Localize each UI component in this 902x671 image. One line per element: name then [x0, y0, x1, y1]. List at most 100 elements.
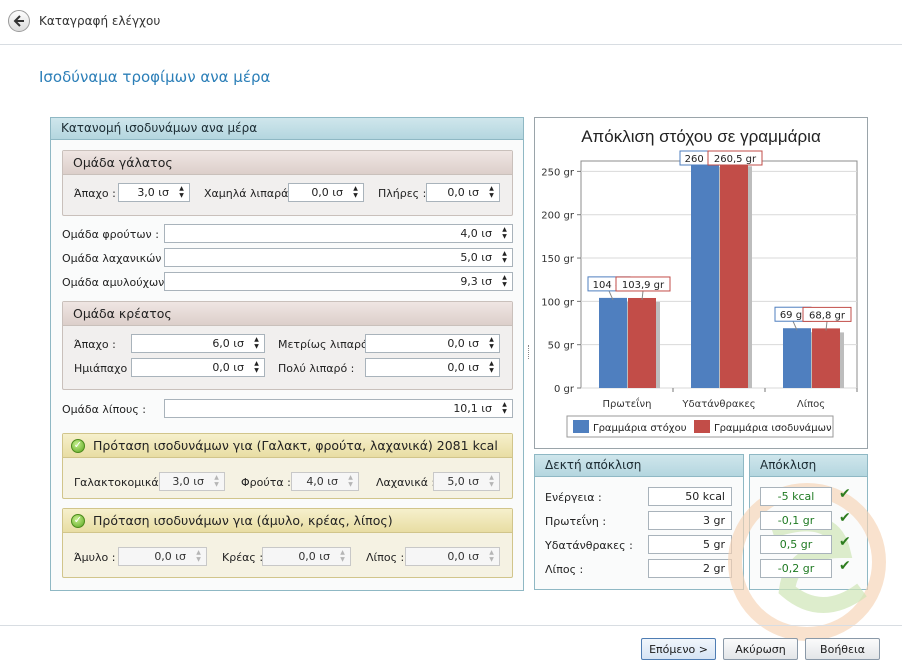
field-value: 10,1 ισ [453, 402, 492, 415]
check-circle-icon: ✓ [71, 514, 85, 528]
spinner-arrows-icon[interactable]: ▲ ▼ [254, 360, 259, 374]
field-label: Λίπος : [366, 551, 405, 564]
spinner-arrows-icon[interactable]: ▲ ▼ [502, 226, 507, 240]
vegetables-spinner[interactable]: 5,0 ισ ▲ ▼ [164, 248, 513, 267]
bar [599, 297, 627, 388]
spinner-arrows-icon[interactable]: ▲ ▼ [254, 336, 259, 350]
window-title: Καταγραφή ελέγχου [39, 14, 161, 28]
spinner-arrows-icon[interactable]: ▲ ▼ [179, 185, 184, 199]
field-label: Άπαχο : [74, 338, 116, 351]
suggestion-group-2: Πρόταση ισοδυνάμων για (άμυλο, κρέας, λί… [62, 508, 513, 578]
field-label: Πλήρες : [378, 187, 427, 200]
splitter-grip[interactable] [528, 345, 531, 359]
spinner-arrows-icon[interactable]: ▲ ▼ [489, 336, 494, 350]
page-title: Ισοδύναμα τροφίμων ανα μέρα [39, 68, 271, 86]
bar [783, 328, 811, 388]
data-label: 260 gr [685, 154, 719, 165]
suggest-meat-spinner: 0,0 ισ ▲ ▼ [262, 547, 351, 566]
fats-spinner[interactable]: 10,1 ισ ▲ ▼ [164, 399, 513, 418]
field-label: Ημιάπαχο : [74, 362, 135, 375]
y-tick-label: 150 gr [541, 254, 575, 265]
data-label: 69 gr [780, 310, 807, 321]
field-value: 4,0 ισ [306, 475, 338, 488]
starches-label: Ομάδα αμυλούχων : [62, 276, 172, 289]
bar [812, 328, 840, 388]
y-tick-label: 250 gr [541, 167, 575, 178]
bar [720, 162, 748, 388]
field-label: Λαχανικά : [376, 476, 436, 489]
x-tick-label: Λίπος [797, 398, 825, 410]
y-tick-label: 50 gr [548, 341, 575, 352]
panel-title: Απόκλιση [750, 455, 867, 477]
data-label: 260,5 gr [714, 154, 757, 165]
vegetables-label: Ομάδα λαχανικών : [62, 252, 169, 265]
spinner-arrows-icon: ▲ ▼ [489, 549, 494, 563]
spinner-arrows-icon: ▲ ▼ [348, 474, 353, 488]
meat-lean-spinner[interactable]: 6,0 ισ ▲ ▼ [131, 334, 265, 353]
label-connector [608, 290, 614, 301]
chart-title: Απόκλιση στόχου σε γραμμάρια [581, 127, 821, 146]
meat-fatty-spinner[interactable]: 0,0 ισ ▲ ▼ [365, 358, 500, 377]
group-title: Πρόταση ισοδυνάμων για (Γαλακτ, φρούτα, … [63, 434, 512, 458]
field-label: Άμυλο : [74, 551, 116, 564]
row-label: Ενέργεια : [545, 491, 602, 504]
field-value: 5,0 ισ [460, 251, 492, 264]
fats-label: Ομάδα λίπους : [62, 403, 146, 416]
data-label-box [615, 276, 671, 292]
field-value: 5,0 ισ [447, 475, 479, 488]
suggest-dairy-spinner: 3,0 ισ ▲ ▼ [159, 472, 225, 491]
spinner-arrows-icon[interactable]: ▲ ▼ [502, 401, 507, 415]
fruits-spinner[interactable]: 4,0 ισ ▲ ▼ [164, 224, 513, 243]
arrow-left-icon [13, 15, 24, 27]
starches-spinner[interactable]: 9,3 ισ ▲ ▼ [164, 272, 513, 291]
y-tick-label: 0 gr [554, 384, 575, 395]
checkmark-icon: ✔ [839, 486, 851, 502]
label-connector [825, 321, 828, 331]
milk-full-spinner[interactable]: 0,0 ισ ▲ ▼ [426, 183, 500, 202]
row-label: Υδατάνθρακες : [545, 539, 633, 552]
checkmark-icon: ✔ [839, 510, 851, 526]
footer-divider [0, 625, 902, 626]
row-label: Πρωτεΐνη : [545, 515, 607, 528]
back-button[interactable] [8, 10, 30, 32]
bar [628, 297, 656, 388]
spinner-arrows-icon[interactable]: ▲ ▼ [489, 360, 494, 374]
checkmark-icon: ✔ [839, 534, 851, 550]
meat-medium-spinner[interactable]: 0,0 ισ ▲ ▼ [365, 334, 500, 353]
field-value: 0,0 ισ [298, 550, 330, 563]
accept-energy: 50 kcal [648, 487, 732, 506]
panel-title: Κατανομή ισοδυνάμων ανα μέρα [51, 118, 523, 140]
data-label: 68,8 gr [809, 310, 846, 321]
field-value: 0,0 ισ [447, 550, 479, 563]
field-value: 9,3 ισ [460, 275, 492, 288]
field-label: Πολύ λιπαρό : [278, 362, 355, 375]
field-label: Χαμηλά λιπαρά : [204, 187, 296, 200]
next-button[interactable]: Επόμενο > [641, 638, 716, 660]
spinner-arrows-icon: ▲ ▼ [489, 474, 494, 488]
milk-lowfat-spinner[interactable]: 0,0 ισ ▲ ▼ [288, 183, 364, 202]
field-label: Γαλακτοκομικά : [74, 476, 166, 489]
meat-semilean-spinner[interactable]: 0,0 ισ ▲ ▼ [131, 358, 265, 377]
spinner-arrows-icon[interactable]: ▲ ▼ [502, 250, 507, 264]
milk-lean-spinner[interactable]: 3,0 ισ ▲ ▼ [118, 183, 190, 202]
checkmark-icon: ✔ [839, 558, 851, 574]
y-tick-label: 100 gr [541, 297, 575, 308]
legend-swatch [573, 420, 589, 433]
legend-label: Γραμμάρια ισοδυνάμων [714, 422, 832, 434]
field-label: Άπαχο : [74, 187, 116, 200]
spinner-arrows-icon[interactable]: ▲ ▼ [489, 185, 494, 199]
cancel-button[interactable]: Ακύρωση [723, 638, 798, 660]
help-button[interactable]: Βοήθεια [805, 638, 880, 660]
spinner-arrows-icon[interactable]: ▲ ▼ [502, 274, 507, 288]
field-value: 0,0 ισ [447, 186, 479, 199]
field-value: 6,0 ισ [212, 337, 244, 350]
group-title: Ομάδα κρέατος [63, 302, 512, 326]
chart-svg: Απόκλιση στόχου σε γραμμάρια 0 gr 50 gr 10… [541, 127, 858, 438]
label-connector [641, 290, 644, 301]
accept-protein: 3 gr [648, 511, 732, 530]
field-value: 0,0 ισ [447, 361, 479, 374]
spinner-arrows-icon[interactable]: ▲ ▼ [353, 185, 358, 199]
check-circle-icon: ✓ [71, 439, 85, 453]
spinner-arrows-icon: ▲ ▼ [214, 474, 219, 488]
y-tick-label: 200 gr [541, 211, 575, 222]
